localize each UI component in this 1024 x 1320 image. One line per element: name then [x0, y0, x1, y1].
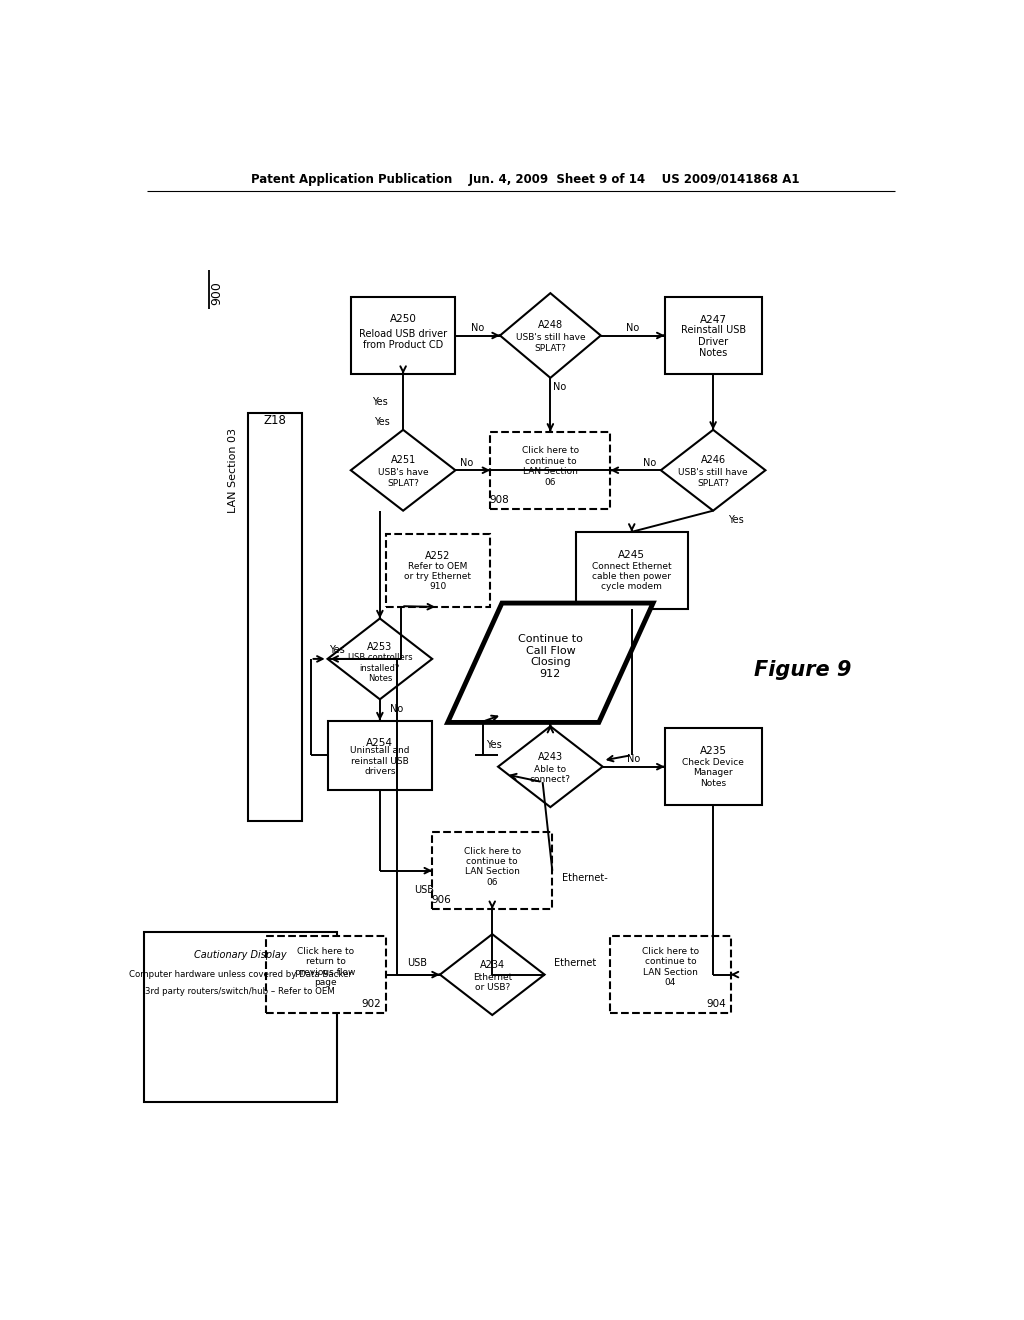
Text: Patent Application Publication    Jun. 4, 2009  Sheet 9 of 14    US 2009/0141868: Patent Application Publication Jun. 4, 2…: [251, 173, 799, 186]
Polygon shape: [447, 603, 653, 722]
FancyBboxPatch shape: [351, 297, 456, 374]
FancyBboxPatch shape: [248, 413, 302, 821]
Text: LAN Section 03: LAN Section 03: [227, 428, 238, 512]
Text: A252: A252: [425, 552, 451, 561]
Text: Ethernet-: Ethernet-: [562, 874, 608, 883]
Text: Refer to OEM
or try Ethernet
910: Refer to OEM or try Ethernet 910: [404, 561, 471, 591]
Text: Click here to
continue to
LAN Section
06: Click here to continue to LAN Section 06: [464, 846, 521, 887]
Text: Able to
connect?: Able to connect?: [529, 764, 570, 784]
Text: 906: 906: [431, 895, 452, 906]
FancyBboxPatch shape: [490, 432, 610, 508]
Text: Figure 9: Figure 9: [754, 660, 851, 680]
Text: No: No: [471, 323, 484, 333]
FancyBboxPatch shape: [328, 721, 432, 789]
Text: A235: A235: [699, 746, 727, 756]
Text: A243: A243: [538, 751, 563, 762]
Text: Computer hardware unless covered by Data Backer: Computer hardware unless covered by Data…: [129, 970, 352, 979]
Text: Click here to
continue to
LAN Section
06: Click here to continue to LAN Section 06: [522, 446, 579, 487]
Text: A251: A251: [390, 455, 416, 465]
Text: Yes: Yes: [486, 741, 502, 750]
Text: No: No: [643, 458, 655, 467]
Text: Check Device
Manager
Notes: Check Device Manager Notes: [682, 758, 744, 788]
FancyBboxPatch shape: [610, 936, 730, 1014]
Text: Ethernet
or USB?: Ethernet or USB?: [473, 973, 512, 993]
Text: A253: A253: [368, 642, 392, 652]
Text: Click here to
return to
previous flow
page: Click here to return to previous flow pa…: [296, 946, 355, 987]
Text: 900: 900: [211, 281, 223, 305]
Text: Reinstall USB
Driver
Notes: Reinstall USB Driver Notes: [681, 325, 745, 358]
Text: Yes: Yes: [372, 397, 388, 407]
Text: A247: A247: [699, 315, 727, 325]
Text: USB: USB: [415, 884, 434, 895]
FancyBboxPatch shape: [665, 297, 762, 374]
Text: USB: USB: [407, 958, 427, 968]
Text: 908: 908: [489, 495, 510, 504]
Text: Z18: Z18: [264, 413, 287, 426]
Text: Yes: Yes: [374, 417, 389, 428]
Text: Continue to
Call Flow
Closing
912: Continue to Call Flow Closing 912: [518, 634, 583, 678]
FancyBboxPatch shape: [386, 533, 490, 607]
Text: 3rd party routers/switch/hub – Refer to OEM: 3rd party routers/switch/hub – Refer to …: [145, 987, 335, 997]
Text: A246: A246: [700, 455, 726, 465]
Text: A245: A245: [618, 550, 645, 560]
FancyBboxPatch shape: [432, 832, 552, 909]
Text: USB controllers
installed?
Notes: USB controllers installed? Notes: [347, 653, 413, 682]
Text: Yes: Yes: [330, 644, 345, 655]
Text: A254: A254: [367, 738, 393, 748]
Text: No: No: [627, 754, 640, 764]
Polygon shape: [440, 935, 545, 1015]
Text: Reload USB driver
from Product CD: Reload USB driver from Product CD: [359, 329, 447, 350]
FancyBboxPatch shape: [265, 936, 386, 1014]
Text: Uninstall and
reinstall USB
drivers: Uninstall and reinstall USB drivers: [350, 746, 410, 776]
Text: USB's still have
SPLAT?: USB's still have SPLAT?: [515, 334, 585, 352]
Text: No: No: [390, 704, 403, 714]
FancyBboxPatch shape: [665, 729, 762, 805]
Text: 904: 904: [707, 999, 726, 1008]
Polygon shape: [498, 726, 603, 807]
Text: USB's still have
SPLAT?: USB's still have SPLAT?: [678, 469, 748, 487]
Text: Ethernet: Ethernet: [554, 958, 597, 968]
Text: A234: A234: [479, 960, 505, 970]
Text: No: No: [553, 381, 566, 392]
Text: No: No: [461, 458, 474, 467]
Polygon shape: [351, 430, 456, 511]
Text: A250: A250: [390, 314, 417, 323]
Text: Yes: Yes: [728, 515, 744, 525]
Text: USB's have
SPLAT?: USB's have SPLAT?: [378, 469, 428, 487]
Text: A248: A248: [538, 321, 563, 330]
FancyBboxPatch shape: [575, 532, 688, 609]
Text: Connect Ethernet
cable then power
cycle modem: Connect Ethernet cable then power cycle …: [592, 561, 672, 591]
Text: Cautionary Display: Cautionary Display: [195, 950, 287, 961]
Text: 902: 902: [361, 999, 382, 1008]
Text: No: No: [626, 323, 639, 333]
Polygon shape: [328, 619, 432, 700]
FancyBboxPatch shape: [143, 932, 337, 1102]
Text: Click here to
continue to
LAN Section
04: Click here to continue to LAN Section 04: [642, 946, 699, 987]
Polygon shape: [660, 430, 765, 511]
Polygon shape: [500, 293, 601, 378]
